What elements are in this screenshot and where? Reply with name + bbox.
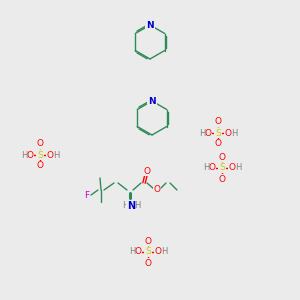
Text: H: H	[231, 128, 237, 137]
Text: O: O	[145, 259, 152, 268]
Text: O: O	[214, 140, 221, 148]
Text: O: O	[208, 164, 215, 172]
Text: O: O	[46, 151, 53, 160]
Text: O: O	[218, 152, 226, 161]
Text: H: H	[129, 248, 135, 256]
Text: S: S	[219, 164, 225, 172]
Text: H: H	[122, 202, 128, 211]
Text: O: O	[134, 248, 142, 256]
Text: H: H	[199, 128, 205, 137]
Text: O: O	[154, 184, 160, 194]
Text: O: O	[214, 118, 221, 127]
Text: N: N	[127, 201, 135, 211]
Text: S: S	[145, 248, 151, 256]
Text: O: O	[154, 248, 161, 256]
Text: F: F	[84, 190, 90, 200]
Text: O: O	[37, 140, 44, 148]
Text: O: O	[229, 164, 236, 172]
Text: O: O	[205, 128, 212, 137]
Text: O: O	[224, 128, 232, 137]
Text: S: S	[37, 151, 43, 160]
Text: O: O	[218, 175, 226, 184]
Text: H: H	[203, 164, 209, 172]
Text: O: O	[26, 151, 34, 160]
Text: H: H	[235, 164, 241, 172]
Text: H: H	[134, 202, 140, 211]
Text: H: H	[53, 151, 59, 160]
Text: O: O	[145, 236, 152, 245]
Text: S: S	[215, 128, 221, 137]
Text: H: H	[161, 248, 167, 256]
Text: H: H	[21, 151, 27, 160]
Text: N: N	[148, 97, 156, 106]
Text: O: O	[37, 161, 44, 170]
Text: N: N	[146, 20, 154, 29]
Text: O: O	[143, 167, 151, 176]
